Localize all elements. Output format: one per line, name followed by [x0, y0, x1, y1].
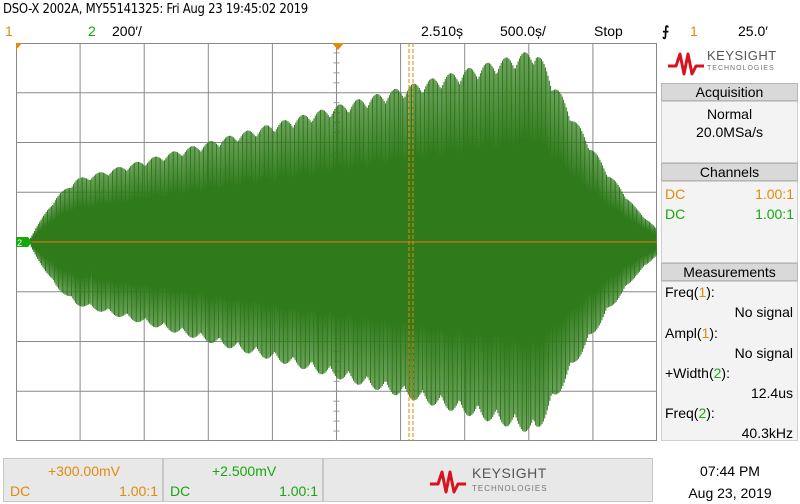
window-title: DSO-X 2002A, MY55141325: Fri Aug 23 19:4…	[0, 0, 800, 20]
acquisition-header[interactable]: Acquisition	[661, 83, 798, 101]
meas-freq2-value: 40.3kHz	[741, 425, 793, 441]
meas-ampl1-value: No signal	[734, 345, 793, 361]
run-state[interactable]: Stop	[594, 23, 623, 39]
svg-text:2: 2	[17, 238, 22, 248]
brand-sub: TECHNOLOGIES	[707, 65, 775, 72]
ch1-softkey[interactable]: +300.00mV DC 1.00:1	[3, 458, 163, 502]
trigger-edge-icon: ⨍	[662, 23, 670, 39]
channels-header[interactable]: Channels	[661, 163, 798, 181]
status-bar: 1 2 200′/ 2.510ș 500.0ș/ Stop ⨍ 1 25.0′	[0, 21, 800, 41]
ch2-offset: +2.500mV	[212, 463, 277, 479]
side-panel: KEYSIGHT TECHNOLOGIES Acquisition Normal…	[661, 43, 798, 441]
trigger-source: 1	[690, 23, 698, 39]
ch2-softkey[interactable]: +2.500mV DC 1.00:1	[163, 458, 323, 502]
brand-name: KEYSIGHT	[707, 48, 777, 63]
ch1-offset: +300.00mV	[48, 463, 120, 479]
ch2-bottom-coupling: DC	[170, 483, 191, 499]
brand-logo: KEYSIGHT TECHNOLOGIES	[661, 43, 798, 81]
clock-date: Aug 23, 2019	[688, 485, 772, 501]
ch1-probe: 1.00:1	[755, 186, 794, 202]
ch1-indicator[interactable]: 1	[5, 23, 13, 39]
measurements-body: Freq(1): No signal Ampl(1): No signal +W…	[661, 281, 798, 441]
meas-width2-label: +Width(2):	[665, 365, 730, 381]
trigger-time: 2.510ș	[421, 23, 464, 39]
bottom-brand-name: KEYSIGHT	[472, 465, 547, 481]
acquisition-mode: Normal	[706, 106, 753, 122]
waveform-svg: 2	[16, 43, 657, 441]
ch2-scale: 200′/	[112, 23, 142, 39]
time-scale: 500.0ș/	[500, 23, 546, 39]
meas-freq1-label: Freq(1):	[665, 284, 715, 300]
meas-width2-value: 12.4us	[750, 385, 793, 401]
ch2-coupling: DC	[665, 206, 686, 222]
trigger-level: 25.0′	[738, 23, 768, 39]
ch1-coupling: DC	[665, 186, 686, 202]
meas-freq2-label: Freq(2):	[665, 405, 715, 421]
keysight-wave-icon	[430, 470, 466, 494]
measurements-header[interactable]: Measurements	[661, 263, 798, 281]
title-text: DSO-X 2002A, MY55141325: Fri Aug 23 19:4…	[3, 2, 308, 17]
meas-freq1-value: No signal	[734, 304, 793, 320]
bottom-brand-box: KEYSIGHT TECHNOLOGIES	[323, 458, 653, 502]
ch2-bottom-probe: 1.00:1	[279, 483, 318, 499]
ch1-bottom-probe: 1.00:1	[119, 483, 158, 499]
bottom-bar: +300.00mV DC 1.00:1 +2.500mV DC 1.00:1 K…	[3, 458, 653, 502]
channels-body: DC 1.00:1 DC 1.00:1	[661, 181, 798, 263]
clock: 07:44 PM Aug 23, 2019	[660, 460, 800, 504]
trigger-position-marker[interactable]	[332, 43, 344, 50]
ch1-bottom-coupling: DC	[10, 483, 31, 499]
clock-time: 07:44 PM	[700, 463, 760, 479]
acquisition-body: Normal 20.0MSa/s	[661, 101, 798, 163]
meas-ampl1-label: Ampl(1):	[665, 325, 718, 341]
waveform-display[interactable]: 2	[16, 43, 657, 441]
ch2-probe: 1.00:1	[755, 206, 794, 222]
sample-rate: 20.0MSa/s	[696, 124, 763, 140]
ch2-indicator[interactable]: 2	[88, 23, 96, 39]
bottom-brand-sub: TECHNOLOGIES	[472, 484, 548, 493]
ground-marker[interactable]: 2	[16, 237, 32, 248]
left-time-marker	[16, 43, 22, 50]
keysight-wave-icon	[668, 52, 704, 76]
